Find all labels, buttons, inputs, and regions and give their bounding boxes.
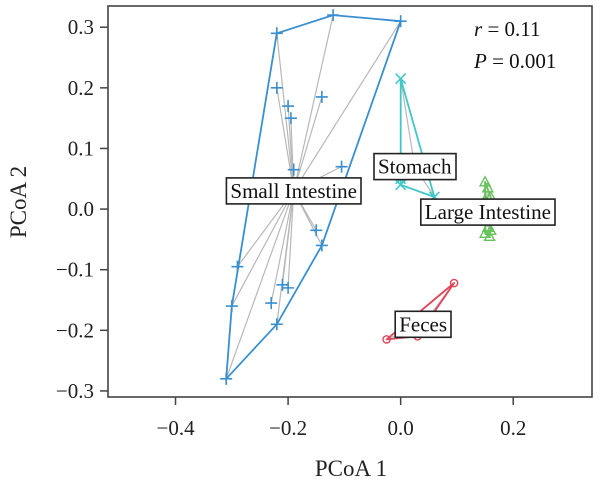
- large-intestine-point: [478, 175, 492, 187]
- small-intestine-point: [287, 163, 300, 176]
- small-intestine-point: [265, 297, 278, 310]
- centroid-spokes: [225, 14, 492, 380]
- small-intestine-spoke: [276, 33, 295, 191]
- small-intestine-point: [231, 260, 244, 273]
- feces-label-box: [394, 310, 452, 339]
- y-tick-label: −0.3: [56, 379, 94, 403]
- p-statistic: P = 0.001: [473, 49, 556, 73]
- small-intestine-point: [284, 112, 297, 125]
- y-tick-label: −0.2: [56, 318, 94, 342]
- x-tick-label: 0.0: [388, 416, 414, 440]
- stomach-label-box: [373, 152, 457, 181]
- small-intestine-point: [282, 100, 295, 113]
- feces-point: [382, 335, 391, 344]
- small-intestine-point: [335, 160, 348, 173]
- small-intestine-spoke: [293, 96, 323, 192]
- small-intestine-point: [315, 90, 328, 103]
- x-tick-label: −0.4: [156, 416, 195, 440]
- y-axis-title: PCoA 2: [6, 166, 31, 238]
- x-tick-label: −0.2: [269, 416, 307, 440]
- small-intestine-spoke: [276, 87, 295, 191]
- stomach-hull: [399, 77, 436, 198]
- small-intestine-point: [276, 278, 289, 291]
- feces-label: Feces: [394, 310, 452, 339]
- r-statistic: r = 0.11: [474, 17, 541, 41]
- large-intestine-point: [478, 226, 492, 239]
- small-intestine-point: [270, 81, 283, 94]
- group-labels: Small Intestine Stomach Large Intestine Fec…: [225, 152, 556, 339]
- x-tick-label: 0.2: [500, 416, 526, 440]
- feces-point: [449, 278, 459, 288]
- y-tick-label: 0.0: [68, 197, 94, 221]
- small-intestine-point: [394, 15, 407, 28]
- small-intestine-point: [220, 372, 233, 385]
- large-intestine-point: [481, 181, 495, 193]
- small-intestine-spoke: [270, 190, 295, 304]
- large-intestine-label-box: [419, 198, 556, 226]
- small-intestine-spoke: [225, 190, 295, 380]
- small-intestine-point: [270, 318, 283, 331]
- stomach-point: [395, 73, 407, 85]
- y-tick-label: 0.1: [68, 136, 94, 160]
- small-intestine-point: [327, 9, 340, 22]
- small-intestine-label: Small Intestine: [225, 177, 362, 205]
- y-tick-label: 0.2: [68, 76, 94, 100]
- small-intestine-spoke: [293, 14, 334, 192]
- stomach-label: Stomach: [373, 152, 457, 181]
- small-intestine-spoke: [276, 190, 295, 325]
- stomach-point: [395, 179, 407, 191]
- small-intestine-point: [270, 27, 283, 40]
- feces-label-text: Feces: [399, 312, 447, 336]
- small-intestine-hull: [225, 14, 402, 380]
- large-intestine-label-text: Large Intestine: [425, 200, 551, 224]
- x-axis: −0.4 −0.2 0.0 0.2: [156, 397, 526, 440]
- small-intestine-point: [315, 239, 328, 252]
- small-intestine-point: [310, 224, 323, 237]
- large-intestine-point: [483, 229, 496, 242]
- y-tick-label: 0.3: [68, 15, 94, 39]
- y-axis: 0.3 0.2 0.1 0.0 −0.1 −0.2 −0.3: [56, 15, 108, 403]
- small-intestine-spoke: [287, 190, 295, 288]
- plot-frame: [107, 5, 593, 398]
- small-intestine-spoke: [231, 190, 295, 307]
- stomach-label-text: Stomach: [378, 155, 452, 179]
- x-axis-title: PCoA 1: [315, 456, 387, 481]
- stomach-spoke: [400, 78, 416, 167]
- small-intestine-spoke: [293, 20, 402, 192]
- small-intestine-label-text: Small Intestine: [230, 179, 357, 203]
- y-tick-label: −0.1: [56, 258, 94, 282]
- small-intestine-label-box: [225, 177, 362, 205]
- small-intestine-point: [282, 281, 295, 294]
- small-intestine-point: [225, 300, 238, 313]
- large-intestine-label: Large Intestine: [419, 198, 556, 226]
